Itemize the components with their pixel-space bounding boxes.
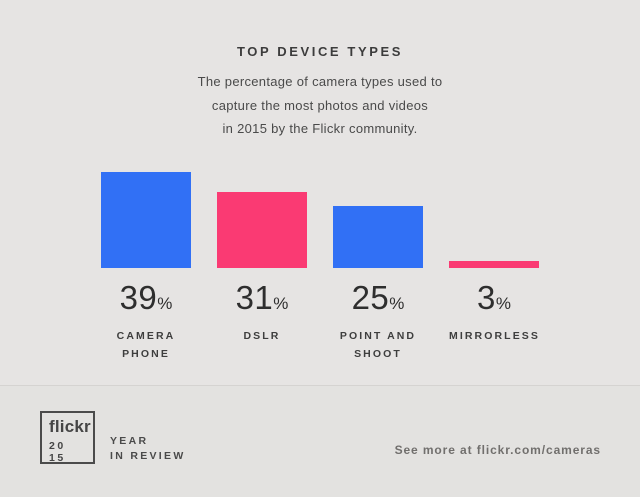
percent-value: 25% [333,281,423,321]
bar-chart: 39% CAMERA PHONE 31% DSLR 25% POINT AND … [101,172,539,363]
category-label-camera-phone: CAMERA PHONE [101,328,191,363]
footer-tagline-line-1: YEAR [110,435,149,447]
percent-number: 3 [477,279,496,316]
percent-value: 39% [101,281,191,321]
chart-subtitle-line-3: in 2015 by the Flickr community. [222,121,418,136]
footer: flickr 20 15 YEAR IN REVIEW See more at … [0,385,640,497]
footer-link[interactable]: See more at flickr.com/cameras [394,443,601,457]
percent-number: 31 [235,279,274,316]
chart-subtitle-line-2: capture the most photos and videos [211,97,429,113]
category-label-line: DSLR [243,330,281,342]
footer-tagline: YEAR IN REVIEW [110,434,186,463]
category-label-dslr: DSLR [217,328,307,346]
percent-sign: % [157,294,173,313]
bar-dslr [217,192,307,268]
bar-mirrorless [449,261,539,268]
percent-sign: % [273,294,289,313]
footer-tagline-line-2: IN REVIEW [110,449,186,462]
logo-year-line-2: 15 [49,452,66,464]
bar-column-dslr: 31% DSLR [217,172,307,363]
percent-number: 39 [119,279,158,316]
category-label-line: SHOOT [354,347,402,360]
percent-number: 25 [351,279,390,316]
percent-sign: % [495,294,511,313]
chart-subtitle: The percentage of camera types used to c… [0,70,640,141]
bar-camera-phone [101,172,191,268]
bar-column-point-and-shoot: 25% POINT AND SHOOT [333,172,423,363]
category-label-mirrorless: MIRRORLESS [449,328,539,346]
bar-track [333,172,423,268]
percent-value: 3% [449,281,539,321]
category-label-line: CAMERA [116,330,176,342]
category-label-line: MIRRORLESS [449,330,541,342]
chart-title: TOP DEVICE TYPES [236,44,404,59]
category-label-line: PHONE [122,347,170,360]
bar-column-mirrorless: 3% MIRRORLESS [449,172,539,363]
flickr-logo-box: flickr 20 15 [40,411,95,464]
bar-point-and-shoot [333,206,423,268]
chart-subtitle-line-1: The percentage of camera types used to [197,74,443,89]
logo-year-line-1: 20 [49,440,66,452]
bar-column-camera-phone: 39% CAMERA PHONE [101,172,191,363]
category-label-line: POINT AND [339,330,417,342]
bar-track [101,172,191,268]
flickr-logo-text: flickr [49,417,91,436]
percent-value: 31% [217,281,307,321]
category-label-point-and-shoot: POINT AND SHOOT [333,328,423,363]
bar-track [449,172,539,268]
percent-sign: % [389,294,405,313]
bar-track [217,172,307,268]
